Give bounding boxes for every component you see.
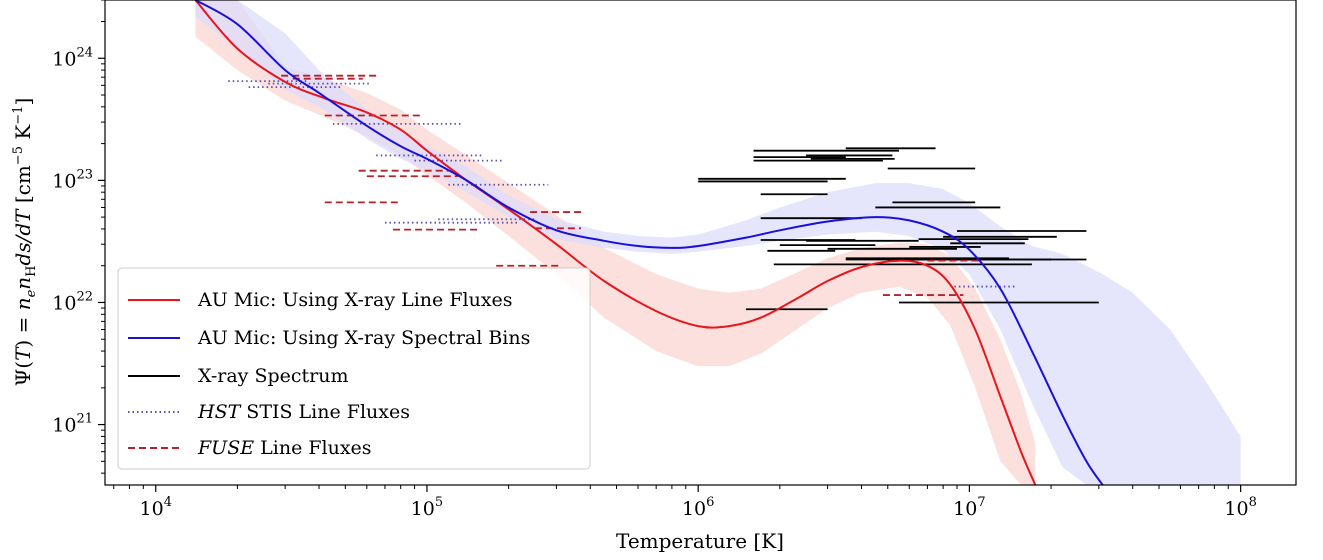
model-curves xyxy=(194,0,1104,485)
x-axis-ticks: 104 105 106 107 108 xyxy=(113,485,1257,520)
svg-text:Ψ(T) = nenHds/dT [cm−5 K−1]: Ψ(T) = nenHds/dT [cm−5 K−1] xyxy=(11,98,39,387)
y-tick-label: 1022 xyxy=(52,289,93,314)
x-axis-label: Temperature [K] xyxy=(616,529,784,553)
svg-text:FUSE Line Fluxes: FUSE Line Fluxes xyxy=(197,437,372,459)
band-line-fluxes xyxy=(195,0,1036,485)
legend-entry-red: AU Mic: Using X-ray Line Fluxes xyxy=(128,289,513,311)
y-tick-label: 1023 xyxy=(52,167,93,192)
x-tick-label: 108 xyxy=(1224,495,1256,520)
legend-box xyxy=(117,267,591,470)
y-axis-ticks: 1021 1022 1023 1024 xyxy=(52,0,105,474)
y-tick-label: 1024 xyxy=(52,45,93,70)
svg-text:AU Mic: Using X-ray Line Fluxe: AU Mic: Using X-ray Line Fluxes xyxy=(197,289,513,311)
legend: AU Mic: Using X-ray Line Fluxes AU Mic: … xyxy=(117,267,591,470)
svg-text:HST STIS Line Fluxes: HST STIS Line Fluxes xyxy=(197,401,410,423)
legend-entry-xray: X-ray Spectrum xyxy=(128,365,349,387)
plot-frame xyxy=(104,0,1297,486)
legend-entry-hst: HST STIS Line Fluxes xyxy=(128,401,410,423)
x-tick-label: 107 xyxy=(953,495,985,520)
y-tick-label: 1021 xyxy=(52,412,93,437)
y-axis-label: Ψ(T) = nenHds/dT [cm−5 K−1] xyxy=(11,98,39,387)
legend-entry-blue: AU Mic: Using X-ray Spectral Bins xyxy=(128,327,530,349)
x-tick-label: 106 xyxy=(682,495,714,520)
legend-entry-fuse: FUSE Line Fluxes xyxy=(128,437,372,459)
curve-line-fluxes xyxy=(194,0,1037,485)
curve-spectral-bins xyxy=(194,0,1104,485)
x-tick-label: 105 xyxy=(411,495,443,520)
svg-text:X-ray Spectrum: X-ray Spectrum xyxy=(198,365,349,387)
svg-text:AU Mic: Using X-ray Spectral B: AU Mic: Using X-ray Spectral Bins xyxy=(197,327,530,349)
x-tick-label: 104 xyxy=(140,495,172,520)
